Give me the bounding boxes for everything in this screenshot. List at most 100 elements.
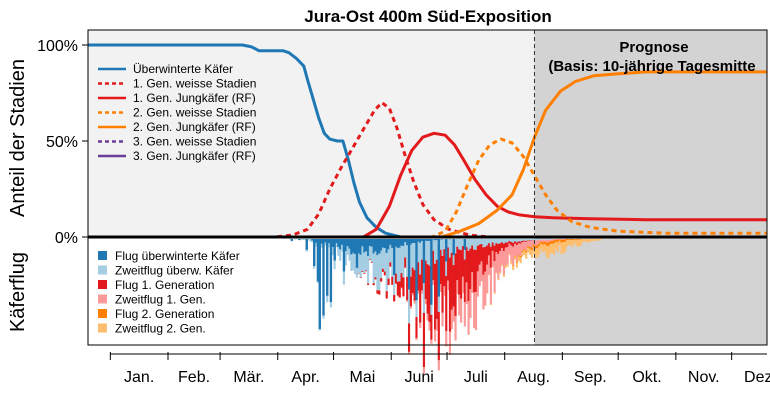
flight-bar xyxy=(487,255,491,275)
flight-bar xyxy=(365,239,368,252)
flight-bar xyxy=(480,244,483,262)
flight-bar xyxy=(391,239,394,249)
legend-line-label: 1. Gen. Jungkäfer (RF) xyxy=(133,91,256,105)
flight-bar xyxy=(502,251,506,275)
flight-bar xyxy=(344,239,347,252)
month-label: Apr. xyxy=(291,369,319,386)
flight-bar xyxy=(419,242,422,275)
flight-bar xyxy=(307,239,310,241)
flight-bar xyxy=(396,295,399,297)
y-tick-label: 100% xyxy=(37,38,78,55)
flight-spike xyxy=(378,239,381,254)
month-label: Okt. xyxy=(632,369,661,386)
flight-bar xyxy=(532,246,535,254)
flight-bar xyxy=(495,243,498,253)
flight-bar xyxy=(335,243,338,248)
flight-bar xyxy=(510,239,513,243)
flight-bar xyxy=(540,239,543,242)
month-label: Juli xyxy=(464,369,488,386)
flight-bar xyxy=(400,287,403,289)
flight-bar xyxy=(489,239,492,247)
series-line-1 xyxy=(88,43,767,239)
flight-bar xyxy=(443,249,446,287)
flight-bar xyxy=(543,239,546,242)
flight-bar xyxy=(487,243,491,256)
flight-bar xyxy=(549,241,552,244)
flight-bar xyxy=(348,248,351,261)
flight-bar xyxy=(534,248,537,258)
legend-flight-swatch xyxy=(98,323,107,333)
flight-bar xyxy=(415,338,418,341)
flight-bar xyxy=(573,239,576,243)
flight-bar xyxy=(368,246,372,260)
flight-bar xyxy=(435,259,439,320)
flight-bar xyxy=(500,239,504,243)
series-line-2 xyxy=(88,101,767,239)
flight-bar xyxy=(508,253,511,256)
flight-bar xyxy=(478,264,481,287)
flight-bar xyxy=(398,247,401,282)
flight-bar xyxy=(579,239,582,247)
series-line-3 xyxy=(88,131,767,239)
flight-bar xyxy=(303,239,306,241)
flight-bar xyxy=(290,240,293,242)
flight-bar xyxy=(374,277,377,280)
flight-bar xyxy=(435,240,439,260)
month-label: Sep. xyxy=(574,369,607,386)
flight-bar xyxy=(342,271,346,285)
flight-bar xyxy=(305,249,308,252)
flight-bar xyxy=(502,243,506,252)
flight-bar xyxy=(434,239,437,241)
flight-bar xyxy=(363,239,366,253)
flight-bar xyxy=(357,239,360,254)
flight-bar xyxy=(458,249,461,295)
flight-bar xyxy=(530,239,533,241)
flight-bar xyxy=(473,249,476,293)
flight-bar xyxy=(339,239,342,250)
flight-bar xyxy=(536,248,539,258)
flight-bar xyxy=(527,247,530,253)
flight-bar xyxy=(383,248,386,272)
flight-spike xyxy=(437,239,440,297)
flight-bar xyxy=(504,242,507,248)
flight-bar xyxy=(437,360,440,371)
flight-bar xyxy=(536,245,539,249)
flight-bar xyxy=(588,239,591,243)
flight-bar xyxy=(538,240,541,244)
flight-bar xyxy=(417,290,420,294)
flight-bar xyxy=(506,264,509,267)
flight-bar xyxy=(417,262,420,291)
flight-bar xyxy=(543,241,546,245)
flight-bar xyxy=(486,293,489,294)
flight-bar xyxy=(523,250,526,256)
legend-flight-swatch xyxy=(98,294,107,304)
flight-bar xyxy=(445,261,448,277)
flight-bar xyxy=(385,239,388,254)
flight-bar xyxy=(536,240,539,246)
flight-bar xyxy=(391,248,394,277)
flight-bar xyxy=(532,239,535,241)
flight-bar xyxy=(461,276,465,294)
flight-bar xyxy=(495,252,498,273)
flight-bar xyxy=(554,239,558,240)
flight-bar xyxy=(521,239,524,241)
flight-spike xyxy=(329,239,333,302)
flight-bar xyxy=(413,243,416,271)
flight-bar xyxy=(491,250,494,267)
flight-bar xyxy=(402,239,405,247)
flight-bar xyxy=(365,251,368,271)
flight-bar xyxy=(435,319,439,331)
flight-bar xyxy=(515,245,519,262)
flight-spike xyxy=(430,239,433,305)
flight-bar xyxy=(569,239,572,246)
flight-bar xyxy=(558,239,561,241)
flight-bar xyxy=(534,239,537,241)
flight-bar xyxy=(540,241,543,244)
legend-line-label: 2. Gen. weisse Stadien xyxy=(133,106,256,120)
flight-bar xyxy=(566,239,569,241)
flight-bar xyxy=(402,246,405,278)
flight-bar xyxy=(339,249,342,261)
flight-bar xyxy=(419,322,422,328)
flight-bar xyxy=(571,239,574,247)
flight-bar xyxy=(460,239,463,251)
